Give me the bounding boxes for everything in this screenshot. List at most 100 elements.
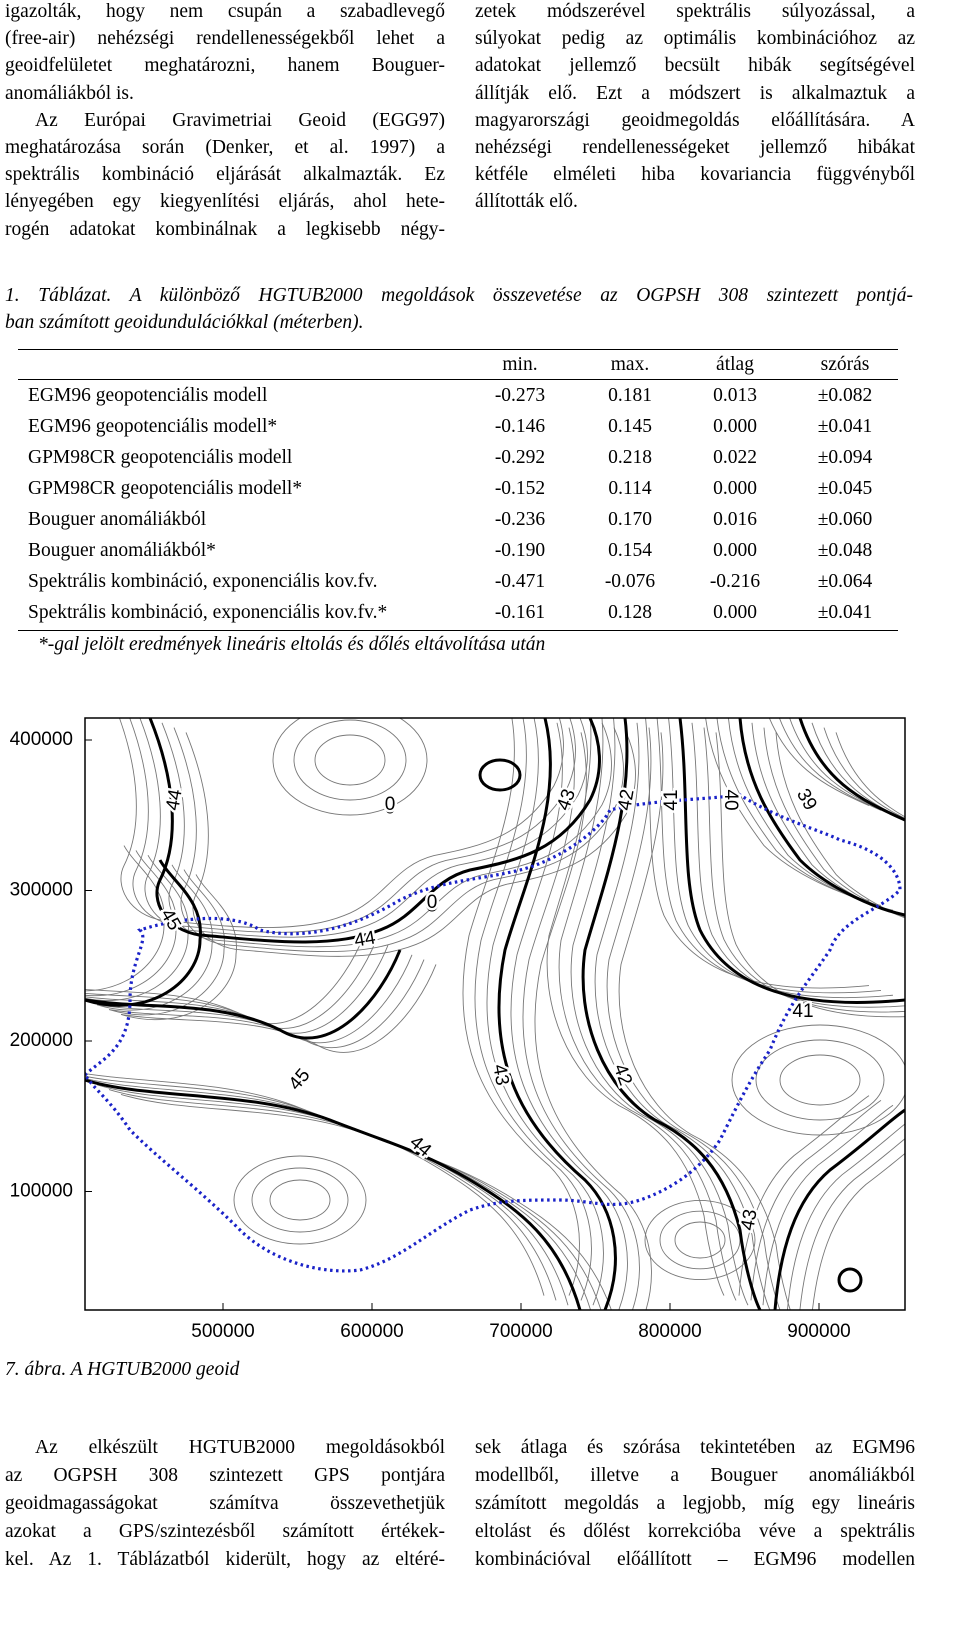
text-line: lényegében egy kiegyenlítési eljárás, ah…: [5, 191, 445, 213]
table-cell: -0.161: [494, 602, 546, 623]
table-cell: 0.218: [608, 447, 652, 468]
table-cell: ±0.094: [817, 447, 873, 468]
thin-contour: [534, 732, 652, 1310]
y-tick-label: 400000: [10, 729, 73, 750]
text-line: számított megoldás a legjobb, míg egy li…: [475, 1493, 915, 1514]
table-cell: ±0.048: [817, 540, 873, 561]
table-cell: 0.000: [713, 478, 757, 499]
table-cell: 0.016: [713, 509, 757, 530]
contour-label: 42: [609, 1061, 636, 1088]
thin-contour: [799, 1138, 905, 1310]
thin-contour: [522, 727, 640, 1310]
text-line: kombinációval előállított – EGM96 modell…: [475, 1549, 915, 1570]
thick-contour: [425, 894, 439, 912]
text-line: súlyokat pedig az optimális kombinációho…: [475, 28, 915, 50]
figure-caption: 7. ábra. A HGTUB2000 geoid: [5, 1359, 240, 1380]
table-cell: 0.000: [713, 602, 757, 623]
thick-contour: [85, 1078, 582, 1310]
thick-contour: [678, 718, 905, 1004]
text-line: eltolást és dőlést korrekcióba véve a sp…: [475, 1521, 915, 1542]
table-cell: 0.000: [713, 416, 757, 437]
thin-contour: [644, 1199, 756, 1281]
table-cell: Bouguer anomáliákból: [28, 509, 207, 530]
table-rule: [18, 349, 898, 350]
thin-contour: [269, 1179, 331, 1221]
contour-label: 44: [162, 787, 186, 812]
thin-contour: [656, 718, 882, 994]
text-line: modellből, illetve a Bouguer anomáliákbó…: [475, 1465, 915, 1486]
text-line: (free-air) nehézségi rendellenességekből…: [5, 28, 445, 50]
contour-label: 44: [353, 927, 378, 951]
thick-contour: [384, 796, 396, 814]
text-line: az OGPSH 308 szintezett GPS pontjára: [5, 1465, 445, 1486]
thin-contour: [645, 718, 870, 989]
thin-contour: [762, 1104, 894, 1306]
thick-contour: [798, 718, 905, 822]
text-line: adatokat jellemző becsült hibák segítség…: [475, 55, 915, 77]
table-cell: 0.181: [608, 385, 652, 406]
thin-contour: [85, 1077, 569, 1306]
contour-label: 42: [614, 788, 638, 812]
thin-contour: [738, 1095, 870, 1296]
thin-contour: [108, 1089, 602, 1310]
thin-contour: [108, 869, 425, 1048]
table-cell: -0.471: [494, 571, 546, 592]
thick-contour: [148, 718, 601, 944]
thin-contour: [314, 734, 386, 786]
x-tick-label: 700000: [489, 1321, 552, 1342]
table-cell: -0.190: [494, 540, 546, 561]
table-header: szórás: [820, 354, 870, 375]
table-cell: Spektrális kombináció, exponenciális kov…: [28, 602, 388, 623]
thin-contour: [750, 1100, 882, 1301]
table-cell: -0.152: [494, 478, 546, 499]
contour-label: 0: [385, 794, 396, 815]
table-cell: EGM96 geopotenciális modell*: [28, 416, 278, 437]
table-cell: Spektrális kombináció, exponenciális kov…: [28, 571, 378, 592]
thin-contour: [731, 1024, 905, 1136]
thin-contour: [462, 718, 580, 1296]
thick-contour: [497, 718, 617, 1310]
thin-contour: [293, 719, 407, 801]
text-line: igazolták, hogy nem csupán a szabadleveg…: [5, 1, 445, 22]
contour-label: 40: [720, 789, 741, 810]
contour-label: 0: [427, 892, 438, 913]
text-line: zetek módszerével spektrális súlyozással…: [475, 1, 915, 22]
thin-contour: [185, 732, 636, 957]
text-line: meghatározása során (Denker, et al. 1997…: [5, 137, 445, 158]
thin-contour: [715, 732, 905, 1018]
thin-contour: [618, 732, 791, 1310]
thin-contour: [787, 1123, 905, 1310]
text-line: azokat a GPS/szintezésből számított érté…: [5, 1521, 445, 1542]
thin-contour: [674, 1221, 726, 1259]
thin-contour: [120, 874, 437, 1053]
table-cell: -0.146: [494, 416, 546, 437]
thick-contour: [581, 718, 762, 1310]
text-line: magyarországi geoidmegoldás előállításár…: [475, 109, 915, 131]
text-line: anomáliákból is.: [5, 82, 134, 104]
table-cell: ±0.060: [817, 509, 873, 530]
thin-contour: [272, 718, 428, 816]
text-line: állították elő.: [475, 191, 578, 213]
table-cell: EGM96 geopotenciális modell: [28, 385, 268, 406]
thin-contour: [233, 1155, 367, 1245]
table-cell: -0.292: [494, 447, 546, 468]
map-frame: [84, 717, 906, 1311]
contour-label: 45: [285, 1065, 315, 1095]
text-line: geoidmagasságokat számítva összevethetjü…: [5, 1493, 445, 1514]
thin-contour: [173, 727, 624, 952]
text-line: kel. Az 1. Táblázatból kiderült, hogy az…: [5, 1549, 445, 1570]
table-cell: 0.000: [713, 540, 757, 561]
thin-contour: [120, 1093, 612, 1310]
contour-label: 43: [553, 786, 580, 813]
thin-contour: [474, 718, 592, 1301]
table-caption: 1. Táblázat. A különböző HGTUB2000 megol…: [5, 285, 913, 306]
thin-contour: [823, 727, 905, 819]
contour-label: 41: [792, 1001, 813, 1022]
contour-label: 43: [488, 1063, 512, 1087]
text-line: Az elkészült HGTUB2000 megoldásokból: [35, 1437, 445, 1458]
